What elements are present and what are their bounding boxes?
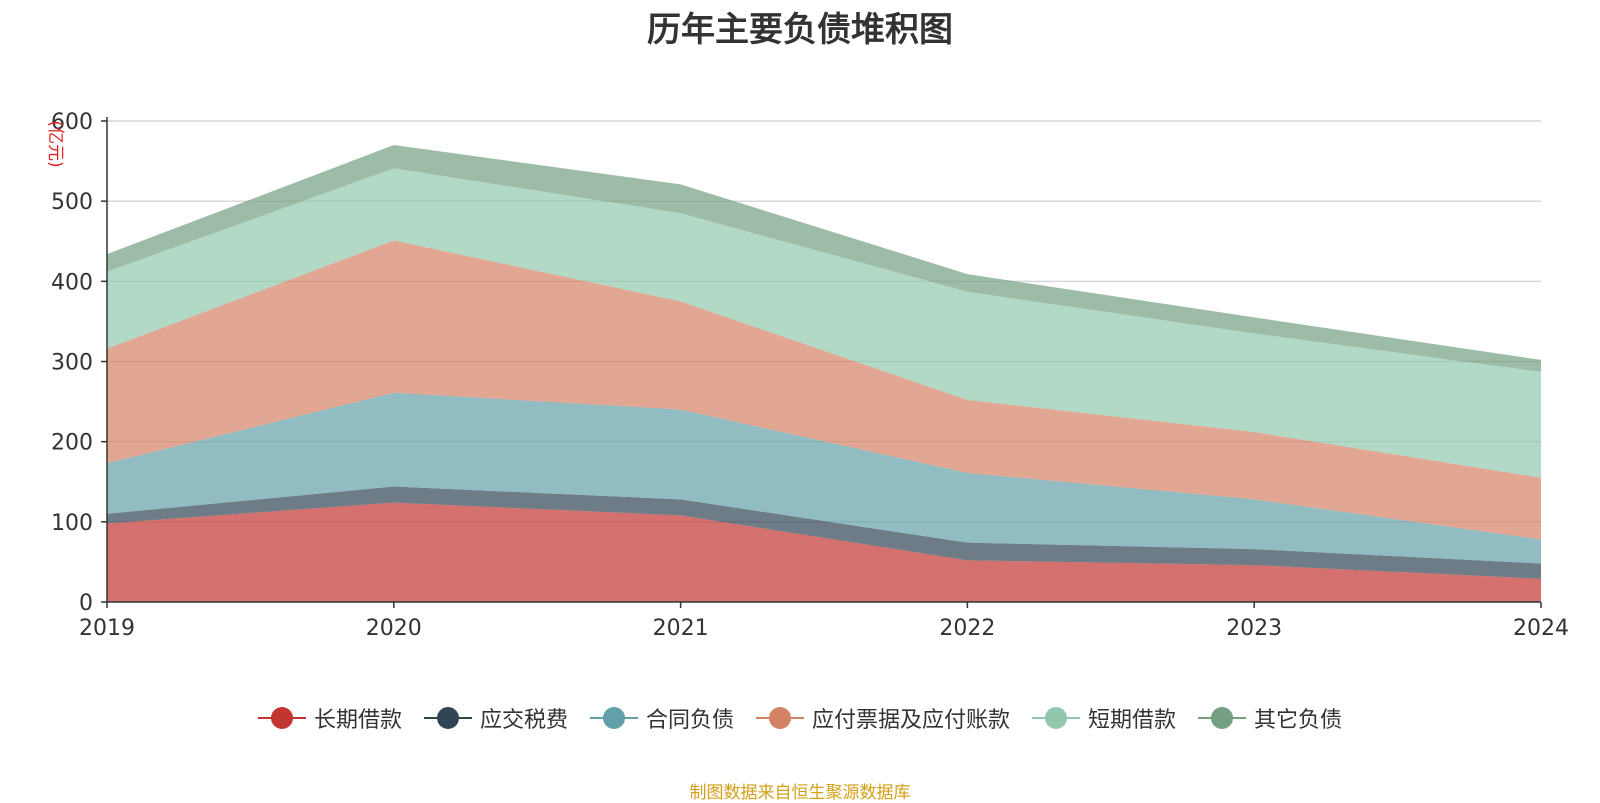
legend-label: 应付票据及应付账款: [812, 708, 1011, 733]
x-tick-label: 2019: [79, 616, 135, 641]
chart-canvas: 0 100 200 300 400 500 600 2019 2020 2021 2022 2023 2…: [45, 110, 1569, 641]
x-tick-label: 2022: [939, 616, 995, 641]
legend-marker-icon: [257, 706, 306, 730]
y-tick-label: 200: [51, 431, 93, 456]
y-tick-label: 500: [51, 190, 93, 215]
legend-marker-icon: [423, 706, 472, 730]
x-tick-label: 2023: [1226, 616, 1282, 641]
area-series-4: [107, 168, 1541, 478]
legend-label: 短期借款: [1088, 708, 1177, 733]
area-series-5: [107, 145, 1541, 372]
chart-title: 历年主要负债堆积图: [647, 10, 953, 50]
legend: 长期借款 应交税费 合同负债 应付票据及应付账款 短期借款 其它负债: [0, 702, 1600, 734]
area-series-3: [107, 240, 1541, 540]
legend-marker-icon: [756, 706, 804, 730]
legend-item-1[interactable]: 应交税费: [423, 702, 568, 734]
legend-item-3[interactable]: 应付票据及应付账款: [756, 702, 1010, 734]
legend-marker-icon: [589, 706, 638, 730]
y-axis-unit-label: (亿元): [45, 120, 65, 167]
x-tick-label: 2024: [1513, 616, 1569, 641]
legend-label: 应交税费: [479, 708, 568, 733]
area-series-0: [107, 502, 1541, 602]
legend-item-0[interactable]: 长期借款: [257, 702, 402, 734]
legend-marker-icon: [1032, 706, 1081, 730]
legend-label: 长期借款: [313, 708, 402, 733]
y-tick-label: 400: [51, 270, 93, 295]
legend-item-2[interactable]: 合同负债: [589, 702, 734, 734]
y-tick-label: 0: [79, 591, 93, 616]
y-tick-label: 100: [51, 511, 93, 536]
area-series-2: [107, 392, 1541, 564]
legend-item-5[interactable]: 其它负债: [1198, 702, 1342, 734]
x-tick-label: 2020: [366, 616, 422, 641]
legend-label: 合同负债: [645, 708, 734, 733]
y-tick-label: 600: [51, 110, 93, 135]
legend-item-4[interactable]: 短期借款: [1032, 702, 1176, 734]
legend-marker-icon: [1198, 706, 1247, 730]
source-note: 制图数据来自恒生聚源数据库: [689, 783, 911, 803]
x-tick-label: 2021: [653, 616, 709, 641]
y-tick-label: 300: [51, 351, 93, 376]
area-series-group: [107, 145, 1541, 602]
legend-label: 其它负债: [1254, 708, 1343, 733]
area-series-1: [107, 486, 1541, 579]
axes: 0 100 200 300 400 500 600 2019 2020 2021 2022 2023 2…: [51, 110, 1569, 641]
